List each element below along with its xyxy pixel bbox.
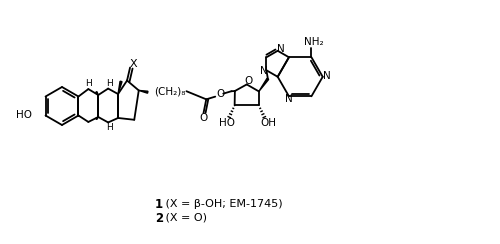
Polygon shape [96,117,98,120]
Polygon shape [96,92,98,95]
Polygon shape [118,81,122,94]
Text: N: N [277,44,284,54]
Text: HO: HO [16,111,32,121]
Text: OH: OH [260,118,276,128]
Text: N: N [285,94,293,104]
Text: (X = β-OH; EM-1745): (X = β-OH; EM-1745) [162,199,282,209]
Text: H: H [106,123,112,132]
Text: O: O [200,113,207,123]
Text: 2: 2 [155,212,163,224]
Text: H: H [106,79,112,88]
Text: O: O [244,76,253,86]
Polygon shape [139,91,148,93]
Text: HO: HO [219,118,235,128]
Text: NH₂: NH₂ [304,37,324,47]
Text: N: N [323,71,330,81]
Polygon shape [259,78,268,92]
Text: (CH₂)₈: (CH₂)₈ [154,86,185,96]
Text: N: N [260,66,268,76]
Text: X: X [129,59,137,69]
Text: (X = O): (X = O) [162,213,207,223]
Text: H: H [85,79,91,88]
Text: 1: 1 [155,197,163,211]
Text: O: O [216,89,224,99]
